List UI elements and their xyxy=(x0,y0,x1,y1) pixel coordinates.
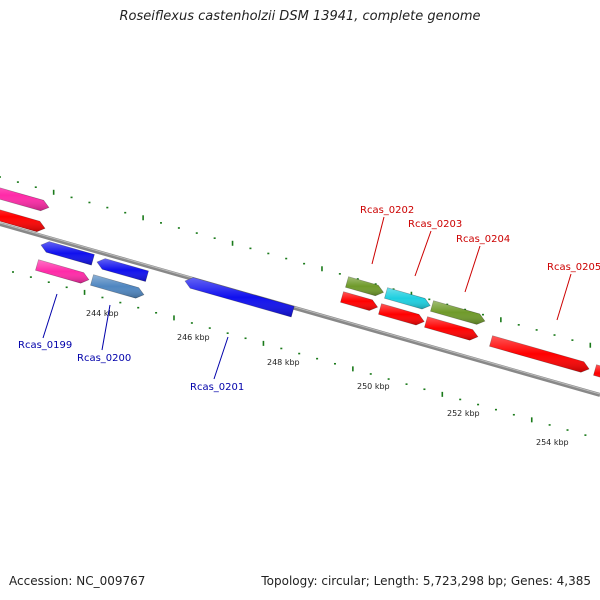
gene-label-rcas-0204[interactable]: Rcas_0204 xyxy=(456,234,510,245)
accession-text: Accession: NC_009767 xyxy=(9,574,146,588)
gene-rcas-0201-shading xyxy=(185,277,295,317)
gene-rcas-0205-neighbor-shading xyxy=(424,316,478,341)
map-title: Roseiflexus castenholzii DSM 13941, comp… xyxy=(119,9,481,24)
leader-rcas-0199 xyxy=(42,293,58,339)
leader-rcas-0201 xyxy=(213,336,229,380)
genome-backbone xyxy=(0,222,600,397)
gene-blue-reverse-2-shading xyxy=(97,258,149,282)
scale-label-244: 244 kbp xyxy=(86,309,119,318)
genome-backbone-highlight xyxy=(0,222,600,395)
scale-label-246: 246 kbp xyxy=(177,333,210,342)
gene-red-forward-2-shading xyxy=(378,303,425,325)
gene-label-rcas-0203[interactable]: Rcas_0203 xyxy=(408,219,462,230)
scale-labels: 244 kbp 246 kbp 248 kbp 250 kbp 252 kbp … xyxy=(86,309,569,447)
gene-label-rcas-0199[interactable]: Rcas_0199 xyxy=(18,340,72,351)
gene-rcas-0205-shading xyxy=(489,335,590,373)
gene-label-rcas-0200[interactable]: Rcas_0200 xyxy=(77,353,131,364)
gene-features xyxy=(0,187,600,378)
scale-label-252: 252 kbp xyxy=(447,409,480,418)
leader-rcas-0205 xyxy=(556,273,572,321)
leader-rcas-0203 xyxy=(414,230,432,277)
gene-rcas-0204-shading xyxy=(430,300,485,325)
gene-rcas-0199-shading xyxy=(35,259,89,284)
gene-blue-reverse-1-shading xyxy=(41,241,95,266)
leader-rcas-0204 xyxy=(464,245,481,293)
topology-text: Topology: circular; Length: 5,723,298 bp… xyxy=(261,574,591,588)
scale-label-248: 248 kbp xyxy=(267,358,300,367)
gene-rcas-0203-shading xyxy=(384,287,431,309)
gene-labels: Rcas_0199 Rcas_0200 Rcas_0201 Rcas_0202 … xyxy=(18,205,600,393)
gene-red-forward-edge-shading xyxy=(593,364,600,378)
gene-pink-forward-left-shading xyxy=(0,187,49,211)
tick-marks xyxy=(0,176,592,436)
leader-rcas-0200 xyxy=(101,304,111,351)
gene-leaders xyxy=(42,216,572,380)
scale-label-254: 254 kbp xyxy=(536,438,569,447)
gene-rcas-0202-shading xyxy=(345,276,384,296)
gene-red-forward-1-shading xyxy=(340,291,378,311)
gene-rcas-0200-shading xyxy=(90,274,144,299)
leader-rcas-0202 xyxy=(371,216,385,265)
scale-label-250: 250 kbp xyxy=(357,382,390,391)
gene-label-rcas-0202[interactable]: Rcas_0202 xyxy=(360,205,414,216)
gene-label-rcas-0201[interactable]: Rcas_0201 xyxy=(190,382,244,393)
gene-red-forward-left-shading xyxy=(0,209,45,232)
gene-label-rcas-0205[interactable]: Rcas_0205 xyxy=(547,262,600,273)
